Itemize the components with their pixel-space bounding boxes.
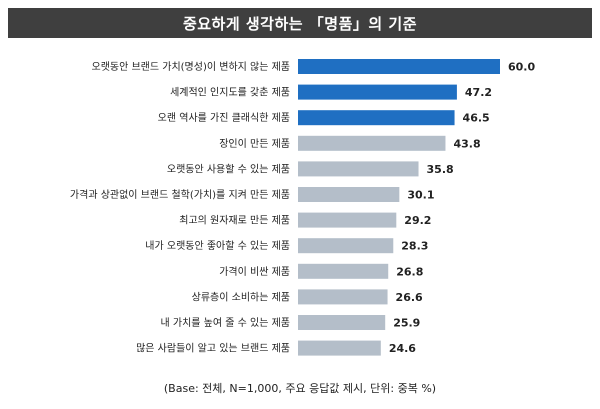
value-label: 26.6 [396,291,423,304]
bar [298,238,394,254]
category-label: 오랫동안 사용할 수 있는 제품 [167,163,290,175]
chart-title: 중요하게 생각하는 「명품」의 기준 [8,8,592,38]
category-label: 장인이 만든 제품 [219,138,290,150]
bar [298,187,400,202]
category-label: 내가 오랫동안 좋아할 수 있는 제품 [145,240,290,252]
category-label: 내 가치를 높여 줄 수 있는 제품 [161,317,290,329]
value-label: 24.6 [389,342,416,355]
category-label: 오랫동안 브랜드 가치(명성)이 변하지 않는 제품 [92,60,291,73]
value-label: 29.2 [404,214,431,227]
bar [298,212,397,228]
footnote: (Base: 전체, N=1,000, 주요 응답값 제시, 단위: 중복 %) [163,382,437,395]
value-label: 25.9 [393,317,420,330]
value-label: 60.0 [508,61,535,74]
bar [298,315,386,330]
value-label: 28.3 [401,240,428,253]
bar [298,340,381,356]
bar [298,135,446,151]
bar [298,84,457,100]
category-label: 가격이 비싼 제품 [219,265,290,278]
value-label: 30.1 [407,189,434,202]
bar [298,110,455,126]
bar [298,289,388,305]
category-label: 상류층이 소비하는 제품 [192,290,290,303]
bar [298,161,419,177]
value-label: 46.5 [463,112,490,125]
value-label: 35.8 [427,163,454,176]
category-label: 오랜 역사를 가진 클래식한 제품 [158,112,290,124]
value-label: 47.2 [465,86,492,99]
category-label: 세계적인 인지도를 갖춘 제품 [170,87,290,99]
bar [298,59,500,74]
category-label: 최고의 원자재로 만든 제품 [179,215,290,227]
value-label: 26.8 [396,265,423,278]
value-label: 43.8 [453,137,480,150]
bar [298,263,389,279]
category-label: 가격과 상관없이 브랜드 철학(가치)를 지켜 만든 제품 [70,188,290,201]
category-label: 많은 사람들이 알고 있는 브랜드 제품 [136,342,290,355]
